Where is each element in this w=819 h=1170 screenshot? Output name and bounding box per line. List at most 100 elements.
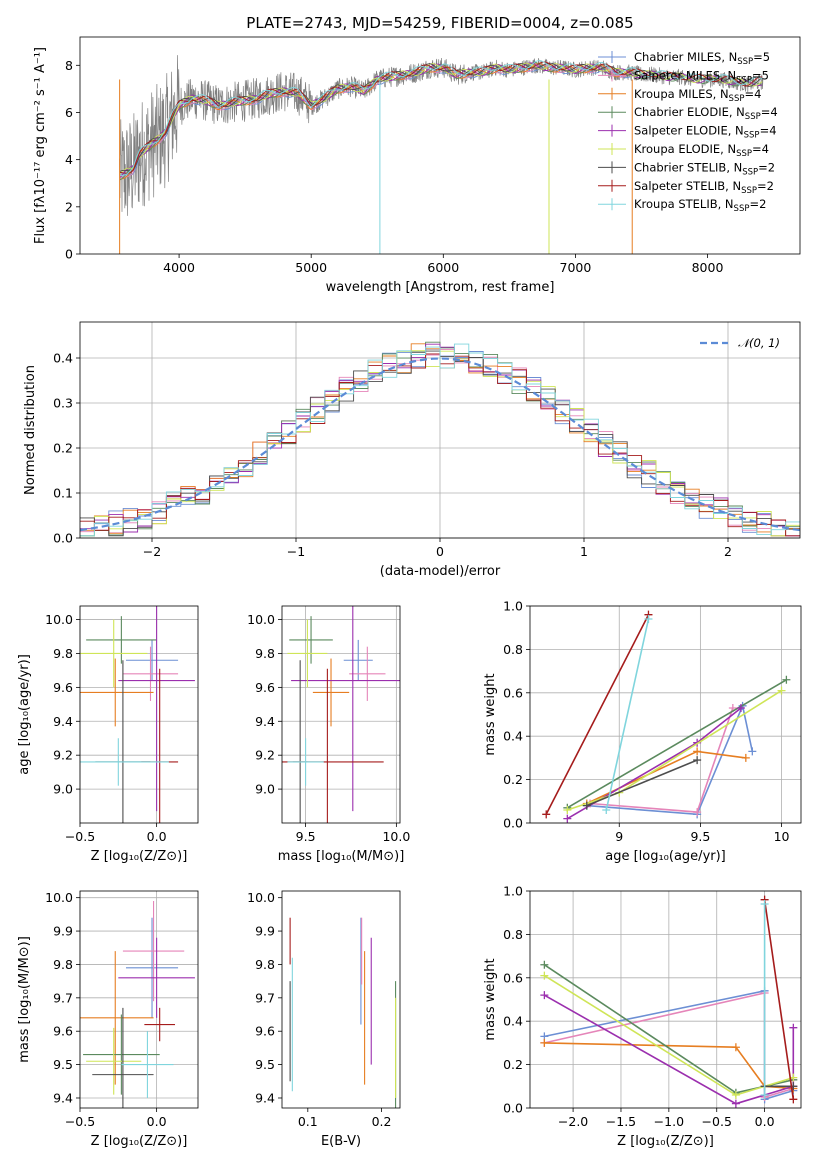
mass_vs_Z-xtick-label: 0.0: [147, 1114, 167, 1129]
residuals-xtick-label: 1: [580, 544, 588, 559]
spectrum-plot: [119, 55, 764, 254]
legend-label-tail: =2: [749, 197, 766, 211]
legend-label-base: Kroupa MILES, N: [634, 87, 729, 101]
weight_vs_Z-marker: [789, 1095, 798, 1104]
weight_vs_age-marker: [644, 615, 653, 624]
legend-entry: Chabrier MILES, NSSP=5: [598, 50, 770, 67]
age_vs_Z-xtick-label: 0.0: [147, 829, 167, 844]
spectrum-frame: [79, 36, 801, 255]
age_vs_Z-plot: [80, 606, 195, 823]
legend-label: Salpeter MILES, NSSP=5: [634, 68, 769, 85]
spectrum-ytick-label: 4: [65, 152, 73, 167]
weight_vs_age-marker: [782, 675, 791, 684]
legend-label: Chabrier ELODIE, NSSP=4: [634, 105, 778, 122]
legend-label-base: Salpeter ELODIE, N: [634, 124, 744, 138]
weight_vs_age-xtick-label: 9: [615, 829, 623, 844]
legend-label-tail: =2: [757, 179, 774, 193]
weight_vs_age-marker: [741, 753, 750, 762]
residuals-hist-8: [80, 343, 800, 537]
residuals-ylabel: Normed distribution: [23, 365, 38, 495]
spectrum-model-line-7: [119, 61, 763, 174]
weight_vs_Z-series-line-2: [544, 1042, 794, 1090]
weight_vs_age-ytick-label: 0.2: [503, 772, 523, 787]
age_vs_Z-xlabel: Z [log₁₀(Z/Z⊙)]: [91, 849, 188, 864]
weight_vs_age-ylabel: mass weight: [483, 673, 498, 755]
mass_vs_Z-xtick-label: −0.5: [65, 1114, 95, 1129]
weight_vs_age-panel: 9 9.5 10 0.0 0.2 0.4 0.6 0.8 1.0 age [log₁₀(age/y…: [483, 599, 802, 864]
legend-label-base: Chabrier MILES, N: [634, 50, 737, 64]
weight_vs_age-plot: [542, 610, 791, 823]
age_vs_mass-xtick-label: 9.5: [296, 829, 316, 844]
legend-entry: Salpeter STELIB, NSSP=2: [598, 179, 774, 196]
spectrum-xlabel: wavelength [Angstrom, rest frame]: [326, 280, 555, 295]
legend-label-sub: SSP: [744, 131, 760, 141]
age_vs_mass-plot-area: [282, 606, 400, 823]
legend-label: Kroupa ELODIE, NSSP=4: [634, 142, 769, 159]
residuals-ytick-label: 0.4: [53, 351, 73, 366]
gaussian-curve: [80, 357, 800, 532]
mass_vs_ebv-plot-area: [282, 891, 400, 1108]
weight_vs_Z-marker: [731, 1090, 740, 1099]
mass_vs_Z-panel: −0.5 0.0 9.4 9.5 9.6 9.7 9.8 9.9 10.0 Z [log₁₀(Z/…: [17, 890, 199, 1149]
legend-label-tail: =4: [744, 87, 761, 101]
weight_vs_age-ytick-label: 1.0: [503, 599, 523, 614]
age_vs_Z-panel: −0.5 0.0 9.0 9.2 9.4 9.6 9.8 10.0 Z [log₁₀(Z/Z⊙)…: [17, 605, 199, 864]
mass_vs_ebv-panel: 0.1 0.2 9.4 9.5 9.6 9.7 9.8 9.9 10.0 E(B-V): [247, 890, 401, 1149]
age_vs_mass-ytick-label: 10.0: [247, 612, 275, 627]
weight_vs_age-marker: [736, 703, 745, 712]
weight_vs_Z-xtick-label: −1.5: [606, 1114, 636, 1129]
weight_vs_Z-xtick-label: −0.5: [702, 1114, 732, 1129]
residuals-ytick-label: 0.1: [53, 486, 73, 501]
legend-label-tail: =5: [753, 50, 770, 64]
residuals-ytick-label: 0.0: [53, 531, 73, 546]
weight_vs_age-series-line-3: [566, 679, 787, 809]
age_vs_Z-xtick-label: −0.5: [65, 829, 95, 844]
legend-label-base: Chabrier ELODIE, N: [634, 105, 745, 119]
age_vs_Z-ytick-label: 9.4: [53, 714, 73, 729]
legend-label-tail: =4: [760, 124, 777, 138]
age_vs_mass-plot: [282, 606, 400, 823]
mass_vs_Z-ytick-label: 9.8: [53, 957, 73, 972]
weight_vs_Z-marker: [540, 971, 549, 980]
spectrum-xtick-label: 7000: [560, 260, 592, 275]
mass_vs_ebv-ytick-label: 9.8: [255, 957, 275, 972]
residuals-ytick-label: 0.2: [53, 441, 73, 456]
residuals-xlabel: (data-model)/error: [380, 564, 501, 579]
weight_vs_Z-ytick-label: 1.0: [503, 884, 523, 899]
residuals-plot: [80, 341, 800, 537]
legend-label-sub: SSP: [736, 149, 752, 159]
legend-label: Kroupa STELIB, NSSP=2: [634, 197, 766, 214]
spectrum-ylabel: Flux [fλ10⁻¹⁷ erg cm⁻² s⁻¹ A⁻¹]: [33, 47, 48, 244]
spectrum-model-line-8: [119, 60, 763, 176]
spectrum-ytick-label: 8: [65, 58, 73, 73]
mass_vs_Z-ytick-label: 9.5: [53, 1057, 73, 1072]
weight_vs_age-marker: [542, 810, 551, 819]
spectrum-panel: 4000 5000 6000 7000 8000 0 2 4 6 8 wavelength [Ang…: [33, 14, 801, 295]
weight_vs_Z-xtick-label: 0.0: [755, 1114, 775, 1129]
mass_vs_ebv-ytick-label: 9.7: [255, 990, 275, 1005]
age_vs_Z-ytick-label: 9.0: [53, 782, 73, 797]
legend-entry: Chabrier ELODIE, NSSP=4: [598, 105, 778, 122]
weight_vs_Z-marker: [540, 960, 549, 969]
legend-label: Chabrier STELIB, NSSP=2: [634, 160, 775, 177]
legend-label: Salpeter ELODIE, NSSP=4: [634, 124, 777, 141]
mass_vs_ebv-plot: [289, 917, 397, 1108]
weight_vs_Z-ylabel: mass weight: [483, 958, 498, 1040]
weight_vs_age-series-line-7: [545, 614, 650, 815]
age_vs_mass-ytick-label: 9.4: [255, 714, 275, 729]
mass_vs_Z-ytick-label: 9.9: [53, 924, 73, 939]
weight_vs_Z-xtick-label: −2.0: [558, 1114, 588, 1129]
spectrum-xtick-label: 8000: [692, 260, 724, 275]
weight_vs_age-xtick-label: 9.5: [690, 829, 710, 844]
residuals-panel: −2 −1 0 1 2 0.0 0.1 0.2 0.3 0.4 (data-model)/error…: [23, 321, 801, 579]
weight_vs_age-plot-area: [530, 606, 801, 823]
weight_vs_age-marker: [777, 686, 786, 695]
weight_vs_age-marker: [602, 805, 611, 814]
mass_vs_ebv-xtick-label: 0.2: [372, 1114, 392, 1129]
weight_vs_age-marker: [563, 805, 572, 814]
age_vs_mass-ytick-label: 9.0: [255, 782, 275, 797]
mass_vs_Z-plot-area: [80, 891, 198, 1108]
weight_vs_Z-marker: [760, 1090, 769, 1099]
weight_vs_age-series-line-6: [586, 759, 698, 807]
